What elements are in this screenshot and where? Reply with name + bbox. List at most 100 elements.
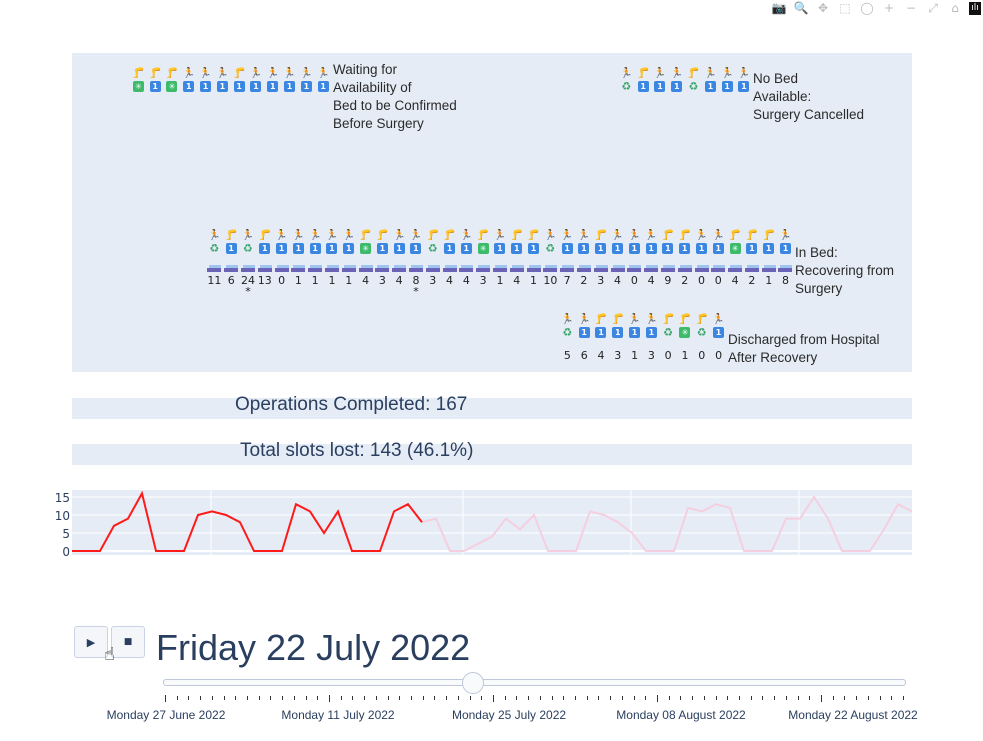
- discharged-label: Discharged from Hospital After Recovery: [728, 331, 880, 367]
- leg-icon: 🦵: [232, 68, 246, 79]
- bed-icon: [308, 264, 323, 272]
- date-slider-handle[interactable]: [462, 672, 484, 694]
- days-count: 4: [395, 274, 403, 287]
- leg-icon: 🦵: [594, 230, 607, 241]
- zoom-icon[interactable]: 🔍: [793, 1, 809, 15]
- star-badge-icon: ✳: [679, 327, 691, 338]
- patient-cell: 🦵 1 4: [593, 314, 610, 362]
- autoscale-icon[interactable]: ⤢: [928, 1, 938, 15]
- priority-one-icon: 1: [300, 81, 312, 92]
- leg-icon: 🦵: [661, 230, 675, 241]
- reset-axes-icon[interactable]: ⌂: [951, 1, 959, 15]
- priority-one-icon: 1: [376, 243, 388, 254]
- bed-icon: [408, 264, 423, 272]
- slots-lost-line-chart[interactable]: [72, 490, 913, 555]
- days-count: 1: [631, 349, 639, 362]
- priority-one-icon: 1: [200, 81, 212, 92]
- days-count: 3: [479, 274, 487, 287]
- play-button[interactable]: ▶: [74, 626, 108, 658]
- slider-tick: [375, 696, 377, 700]
- group-label-line: Recovering from: [795, 263, 895, 278]
- walking-person-icon: 🏃: [620, 68, 633, 79]
- slider-tick: [762, 696, 764, 700]
- bed-icon: [761, 264, 776, 272]
- cancelled-label: No Bed Available: Surgery Cancelled: [753, 70, 864, 124]
- group-label-line: After Recovery: [728, 350, 818, 365]
- leg-icon: 🦵: [661, 314, 675, 325]
- slider-tick-label[interactable]: Monday 11 July 2022: [281, 708, 395, 722]
- date-slider-rail[interactable]: [163, 679, 906, 686]
- days-count: 1: [294, 274, 302, 287]
- operations-completed-bar: Operations Completed: 167: [72, 394, 912, 419]
- walking-person-icon: 🏃: [644, 230, 658, 241]
- y-tick-5: 5: [62, 527, 70, 541]
- patient-cell: 🦵 ✳: [130, 68, 147, 92]
- plotly-logo-icon[interactable]: ılı: [969, 1, 981, 15]
- days-count: 24: [240, 274, 255, 287]
- patient-cell: 🏃 1 0: [710, 314, 727, 362]
- slider-ticks: [165, 695, 905, 704]
- walking-person-icon: 🏃: [720, 68, 734, 79]
- days-count: 3: [647, 349, 655, 362]
- y-tick-15: 15: [54, 491, 70, 505]
- patient-cell: 🦵 1 3: [592, 230, 609, 297]
- patient-cell: 🦵 1: [147, 68, 164, 92]
- days-count: 4: [731, 274, 739, 287]
- lasso-select-icon[interactable]: ◯: [860, 1, 874, 15]
- patient-cell: 🏃 1: [214, 68, 231, 92]
- slider-tick: [188, 696, 190, 700]
- group-label-line: In Bed:: [795, 245, 838, 260]
- slider-tick: [176, 696, 178, 700]
- stop-button[interactable]: ■: [111, 626, 145, 658]
- patient-cell: 🦵 ♻ 0: [660, 314, 677, 362]
- days-count: 0: [714, 274, 722, 287]
- slider-tick: [539, 696, 541, 700]
- group-label-line: No Bed: [753, 71, 799, 86]
- patient-cell: 🏃 1 4: [643, 230, 660, 297]
- walking-person-icon: 🏃: [316, 68, 330, 79]
- recycle-icon: ♻: [545, 242, 556, 255]
- camera-icon[interactable]: 📷: [771, 1, 787, 15]
- priority-one-icon: 1: [528, 243, 540, 254]
- patient-cell: 🏃 1 1: [492, 230, 509, 297]
- bed-icon: [694, 264, 709, 272]
- days-count: 1: [681, 349, 689, 362]
- slider-tick: [165, 695, 166, 702]
- days-count: 3: [378, 274, 386, 287]
- priority-one-icon: 1: [578, 327, 590, 338]
- group-label-line: Discharged from Hospital: [728, 332, 880, 347]
- priority-one-icon: 1: [444, 243, 456, 254]
- slider-tick-label[interactable]: Monday 27 June 2022: [106, 708, 226, 722]
- priority-one-icon: 1: [460, 243, 472, 254]
- walking-person-icon: 🏃: [342, 230, 355, 241]
- pan-icon[interactable]: ✥: [817, 1, 829, 15]
- bed-icon: [660, 264, 675, 272]
- recycle-icon: ♻: [696, 326, 707, 339]
- slider-tick: [528, 696, 530, 700]
- box-select-icon[interactable]: ⬚: [839, 1, 851, 15]
- priority-one-icon: 1: [511, 243, 523, 254]
- slider-tick-label[interactable]: Monday 08 August 2022: [616, 708, 746, 722]
- slider-tick-label[interactable]: Monday 22 August 2022: [788, 708, 918, 722]
- zoom-in-icon[interactable]: +: [883, 1, 895, 15]
- days-count: 4: [362, 274, 370, 287]
- leg-icon: 🦵: [762, 230, 775, 241]
- bed-icon: [526, 264, 541, 272]
- play-icon: ▶: [86, 635, 96, 649]
- priority-one-icon: 1: [612, 327, 624, 338]
- slider-tick-label[interactable]: Monday 25 July 2022: [451, 708, 567, 722]
- recycle-icon: ♻: [562, 326, 573, 339]
- slider-tick: [504, 696, 506, 700]
- days-count: 5: [563, 349, 571, 362]
- priority-one-icon: 1: [662, 243, 674, 254]
- days-count: 4: [462, 274, 470, 287]
- days-count: 0: [664, 349, 672, 362]
- walking-person-icon: 🏃: [266, 68, 279, 79]
- bed-icon: [375, 264, 390, 272]
- operations-completed-text: Operations Completed: 167: [235, 394, 468, 415]
- leg-icon: 🦵: [376, 230, 389, 241]
- plot-modebar: 📷 🔍 ✥ ⬚ ◯ + − ⤢ ⌂ ılı: [771, 0, 983, 16]
- priority-one-icon: 1: [149, 81, 161, 92]
- zoom-out-icon[interactable]: −: [905, 1, 917, 15]
- priority-one-icon: 1: [713, 327, 725, 338]
